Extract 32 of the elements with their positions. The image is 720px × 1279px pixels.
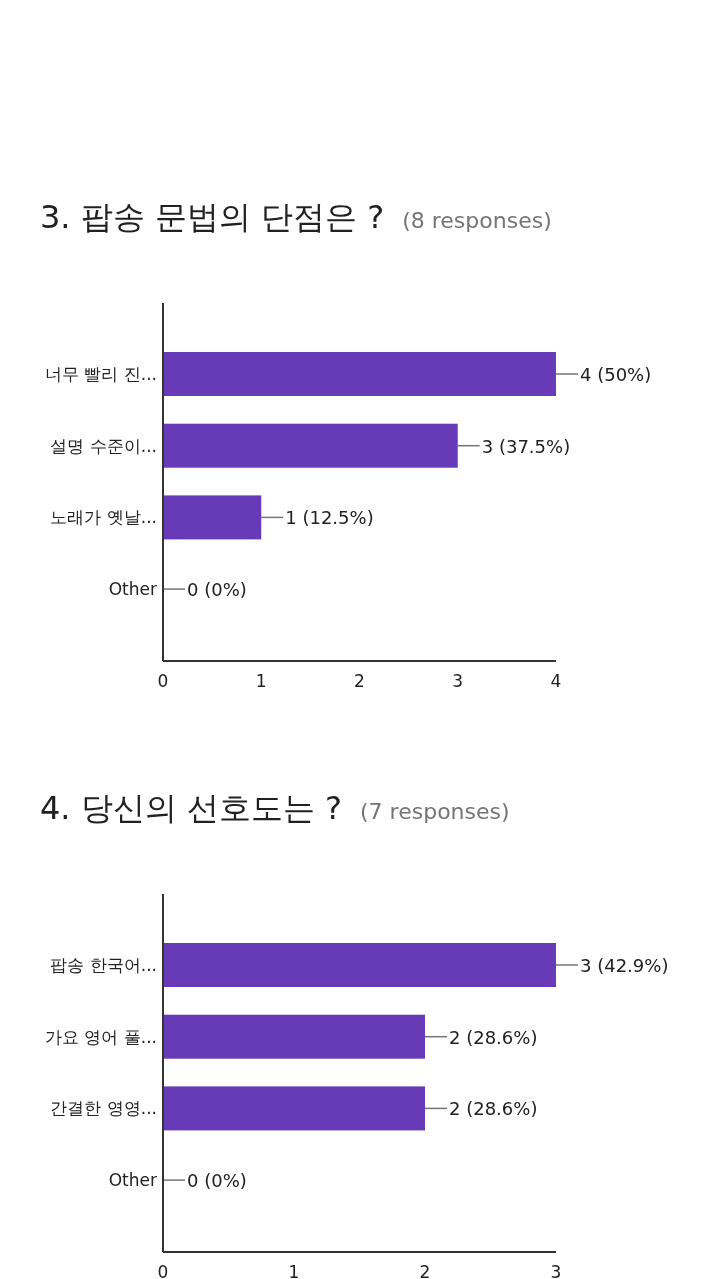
y-tick-label: Other <box>108 1170 157 1191</box>
y-tick-label: 팝송 한국어... <box>50 955 157 975</box>
data-label: 0 (0%) <box>187 1170 247 1192</box>
chart-subtitle: (8 responses) <box>402 208 552 233</box>
x-tick-label: 1 <box>255 671 267 691</box>
y-tick-label: 간결한 영영... <box>50 1098 157 1119</box>
y-tick-label: 설명 수준이... <box>50 435 157 456</box>
x-tick-label: 4 <box>550 671 562 691</box>
x-tick-label: 3 <box>452 671 464 691</box>
data-label: 2 (28.6%) <box>449 1098 538 1120</box>
data-label: 2 (28.6%) <box>449 1026 538 1048</box>
bar <box>163 495 262 540</box>
data-label: 3 (42.9%) <box>580 955 669 976</box>
chart-title: 3. 팝송 문법의 단점은 ? <box>40 198 385 236</box>
x-tick-label: 0 <box>157 1262 169 1279</box>
chart-subtitle: (7 responses) <box>360 799 510 824</box>
data-label: 3 (37.5%) <box>481 435 571 457</box>
x-tick-label: 2 <box>419 1262 431 1279</box>
x-tick-label: 0 <box>157 671 169 691</box>
x-tick-label: 1 <box>288 1262 300 1279</box>
chart-title: 4. 당신의 선호도는 ? <box>40 789 343 827</box>
x-tick-label: 2 <box>354 671 365 691</box>
bar <box>163 423 458 468</box>
data-label: 0 (0%) <box>187 579 247 601</box>
data-label: 4 (50%) <box>580 364 652 385</box>
y-tick-label: 가요 영어 풀... <box>44 1026 157 1047</box>
y-tick-label: 너무 빨리 진... <box>44 364 157 384</box>
bar <box>163 352 556 396</box>
x-tick-label: 3 <box>550 1262 562 1279</box>
data-label: 1 (12.5%) <box>285 507 374 529</box>
y-tick-label: Other <box>108 579 157 600</box>
y-tick-label: 노래가 옛날... <box>50 507 157 528</box>
